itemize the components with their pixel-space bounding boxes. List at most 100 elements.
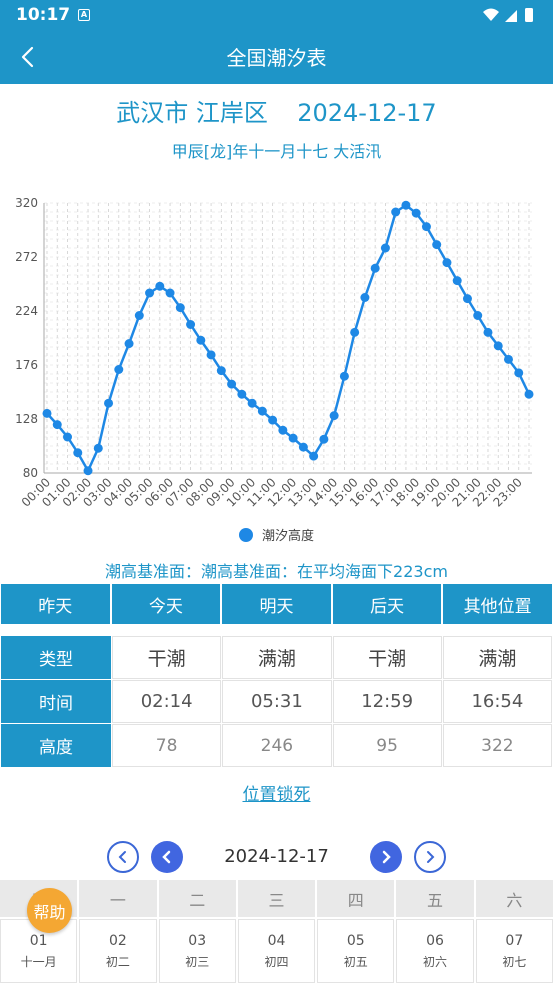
wifi-icon <box>483 8 499 21</box>
weekday-wednesday: 三 <box>237 880 316 917</box>
day-tabs: 昨天 今天 明天 后天 其他位置 <box>0 584 553 624</box>
data-point <box>206 350 216 360</box>
status-bar: 10:17 A <box>0 0 553 30</box>
location-name: 武汉市 江岸区 <box>116 99 268 127</box>
data-point <box>63 432 73 442</box>
calendar-day[interactable]: 05 初五 <box>317 919 395 983</box>
tab-tomorrow[interactable]: 明天 <box>222 584 331 624</box>
tab-today[interactable]: 今天 <box>111 584 221 624</box>
data-point <box>370 263 380 273</box>
data-point <box>432 240 442 250</box>
day-lunar: 初五 <box>343 954 368 969</box>
weekday-friday: 五 <box>396 880 474 917</box>
data-point <box>401 200 411 210</box>
day-lunar: 初三 <box>185 954 210 969</box>
chevron-left-icon <box>162 850 171 864</box>
series-line <box>46 203 531 474</box>
chevron-left-icon <box>118 851 126 863</box>
calendar-week: 01 十一月 02 初二 03 初三 04 初四 05 初五 06 初六 07 初七 <box>0 919 553 983</box>
table-row: 高度 78 246 95 322 <box>0 724 553 767</box>
y-tick-label: 272 <box>15 250 38 264</box>
data-point <box>247 398 257 408</box>
data-point <box>319 434 329 444</box>
tide-height-cell: 95 <box>332 724 442 767</box>
help-button[interactable]: 帮助 <box>27 888 72 933</box>
calendar-day[interactable]: 06 初六 <box>396 919 474 983</box>
prev-day-button[interactable] <box>151 841 183 873</box>
table-row: 类型 干潮 满潮 干潮 满潮 <box>0 636 553 679</box>
prev-month-button[interactable] <box>107 841 139 873</box>
calendar-day[interactable]: 07 初七 <box>475 919 553 983</box>
tab-day-after-tomorrow[interactable]: 后天 <box>332 584 442 624</box>
data-point <box>442 258 452 268</box>
table-row: 时间 02:14 05:31 12:59 16:54 <box>0 680 553 723</box>
data-point <box>114 365 124 374</box>
tab-other-location[interactable]: 其他位置 <box>443 584 552 624</box>
calendar-date: 2024-12-17 <box>224 846 329 867</box>
next-day-button[interactable] <box>370 841 402 873</box>
tide-type-cell: 满潮 <box>222 636 332 679</box>
tide-chart-svg: 8012817622427232000:0001:0002:0003:0004:… <box>15 196 534 544</box>
data-point <box>514 368 524 378</box>
row-header-height: 高度 <box>1 724 111 767</box>
data-point <box>421 222 431 232</box>
data-point <box>145 288 155 298</box>
tide-type-cell: 干潮 <box>332 636 442 679</box>
calendar-day[interactable]: 03 初三 <box>158 919 236 983</box>
y-tick-label: 80 <box>23 466 38 480</box>
calendar-day[interactable]: 02 初二 <box>79 919 157 983</box>
day-lunar: 初二 <box>105 954 130 969</box>
data-point <box>134 311 144 320</box>
row-header-time: 时间 <box>1 680 111 723</box>
data-point <box>278 425 288 435</box>
status-time: 10:17 <box>16 5 71 25</box>
data-point <box>288 433 298 443</box>
chevron-right-icon <box>382 850 391 864</box>
chevron-right-icon <box>427 851 435 863</box>
lunar-date: 甲辰[龙]年十一月十七 大活汛 <box>171 142 382 161</box>
data-point <box>380 243 390 253</box>
day-number: 04 <box>267 932 286 949</box>
data-point <box>360 293 370 302</box>
day-number: 06 <box>426 932 444 949</box>
tide-time-cell: 16:54 <box>442 680 552 723</box>
legend-label: 潮汐高度 <box>262 528 314 544</box>
app-bar: 全国潮汐表 <box>0 30 553 84</box>
weekday-thursday: 四 <box>317 880 395 917</box>
system-status-icons <box>483 8 533 22</box>
data-point <box>411 208 421 218</box>
day-lunar: 初四 <box>264 954 289 969</box>
tide-time-cell: 05:31 <box>222 680 332 723</box>
calendar-nav: 2024-12-17 <box>0 838 553 876</box>
y-tick-label: 224 <box>15 304 38 318</box>
calendar-day[interactable]: 04 初四 <box>237 919 316 983</box>
day-lunar: 十一月 <box>20 954 57 969</box>
tide-type-cell: 满潮 <box>442 636 552 679</box>
page-title: 全国潮汐表 <box>226 46 327 70</box>
day-number: 01 <box>29 932 48 949</box>
data-point <box>257 406 267 416</box>
signal-icon <box>505 10 517 22</box>
weekday-saturday: 六 <box>475 880 553 917</box>
tab-yesterday[interactable]: 昨天 <box>1 584 110 624</box>
data-point <box>93 443 103 453</box>
data-point <box>329 411 339 421</box>
current-date: 2024-12-17 <box>297 99 437 127</box>
data-point <box>42 408 52 418</box>
tide-type-cell: 干潮 <box>112 636 222 679</box>
next-month-button[interactable] <box>414 841 446 873</box>
data-point <box>73 448 83 458</box>
location-lock-link[interactable]: 位置锁死 <box>242 785 311 805</box>
y-tick-label: 320 <box>15 196 38 210</box>
data-point <box>104 398 114 408</box>
data-point <box>165 288 175 298</box>
day-number: 02 <box>109 932 127 949</box>
location-date-heading: 武汉市 江岸区 2024-12-17 <box>0 93 553 128</box>
back-arrow-icon[interactable] <box>14 42 44 72</box>
row-header-type: 类型 <box>1 636 111 679</box>
data-point <box>83 466 93 476</box>
y-tick-label: 176 <box>15 358 38 372</box>
data-point <box>124 339 134 349</box>
day-number: 07 <box>505 932 524 949</box>
data-point <box>503 354 513 364</box>
